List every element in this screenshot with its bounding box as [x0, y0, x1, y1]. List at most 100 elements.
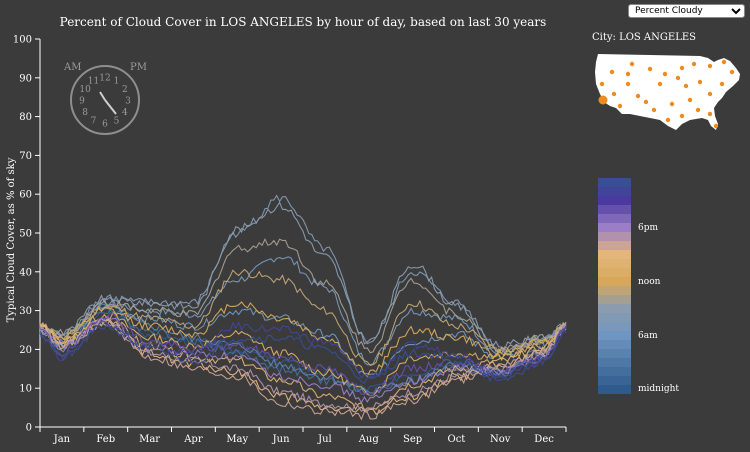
- legend-swatch: [598, 268, 631, 277]
- city-dot[interactable]: [729, 69, 735, 75]
- series-line-hour-11: [39, 268, 567, 367]
- svg-text:90: 90: [19, 73, 32, 84]
- city-dot[interactable]: [651, 107, 657, 113]
- city-dot[interactable]: [679, 65, 685, 71]
- city-dot[interactable]: [643, 99, 649, 105]
- svg-text:0: 0: [26, 423, 32, 434]
- clock-face: [70, 65, 140, 135]
- city-dot[interactable]: [599, 81, 605, 87]
- svg-text:30: 30: [19, 306, 32, 317]
- legend-swatch: [598, 367, 631, 376]
- legend-swatch: [598, 223, 631, 232]
- svg-text:Nov: Nov: [490, 434, 511, 445]
- x-tick-label: Jul: [317, 434, 332, 445]
- color-legend: 6pm noon 6am midnight: [598, 178, 679, 394]
- x-tick-label: Apr: [183, 434, 203, 445]
- city-dot[interactable]: [629, 61, 635, 67]
- legend-swatch: [598, 259, 631, 268]
- legend-swatch: [598, 295, 631, 304]
- city-dot[interactable]: [662, 71, 668, 77]
- legend-swatches: [598, 178, 631, 394]
- city-dot[interactable]: [713, 123, 719, 129]
- city-dot[interactable]: [647, 66, 653, 72]
- legend-swatch: [598, 385, 631, 394]
- svg-text:Feb: Feb: [96, 434, 115, 445]
- clock-number: 9: [79, 97, 85, 107]
- legend-label-6pm: 6pm: [638, 223, 658, 233]
- y-tick: 20: [19, 345, 40, 356]
- city-dot-selected[interactable]: [598, 95, 608, 105]
- series-line-hour-8: [39, 194, 567, 353]
- x-tick-label: Oct: [448, 434, 466, 445]
- city-dot[interactable]: [675, 75, 681, 81]
- city-dot[interactable]: [707, 63, 713, 69]
- svg-text:10: 10: [19, 384, 32, 395]
- main-chart: 0 10 20 30 40 50 60 70 80 90 100 Jan Feb Mar Apr May Ju…: [6, 35, 567, 445]
- city-label: City: LOS ANGELES: [592, 32, 696, 43]
- y-tick: 50: [19, 229, 40, 240]
- city-dot[interactable]: [669, 101, 675, 107]
- city-dot[interactable]: [617, 103, 623, 109]
- clock-hand-short: [99, 91, 106, 101]
- city-dot[interactable]: [721, 59, 727, 65]
- x-tick-label: Mar: [139, 434, 160, 445]
- clock-number: 2: [122, 85, 128, 95]
- clock-number: 10: [79, 85, 91, 95]
- city-dot[interactable]: [665, 117, 671, 123]
- clock-number: 1: [114, 77, 120, 87]
- y-tick: 70: [19, 151, 40, 162]
- series-line-hour-9: [39, 201, 567, 351]
- city-dot[interactable]: [609, 69, 615, 75]
- svg-text:70: 70: [19, 151, 32, 162]
- clock-pm-label: PM: [130, 62, 147, 73]
- city-dot[interactable]: [635, 93, 641, 99]
- legend-swatch: [598, 349, 631, 358]
- svg-text:40: 40: [19, 267, 32, 278]
- legend-swatch: [598, 313, 631, 322]
- legend-swatch: [598, 376, 631, 385]
- x-tick-label: Nov: [490, 434, 511, 445]
- legend-label-6am: 6am: [638, 331, 658, 341]
- series-line-hour-17: [39, 318, 567, 413]
- legend-swatch: [598, 178, 631, 187]
- svg-text:Jan: Jan: [53, 434, 71, 445]
- chart-title: Percent of Cloud Cover in LOS ANGELES by…: [59, 15, 547, 29]
- legend-swatch: [598, 277, 631, 286]
- svg-text:Oct: Oct: [448, 434, 466, 445]
- city-dot[interactable]: [611, 91, 617, 97]
- svg-text:Sep: Sep: [403, 434, 422, 445]
- x-axis: Jan Feb Mar Apr May Jun Jul Aug Sep Oct Nov Dec: [39, 426, 567, 445]
- city-dot[interactable]: [697, 79, 703, 85]
- city-dot[interactable]: [687, 97, 693, 103]
- y-axis: 0 10 20 30 40 50 60 70 80 90 100: [13, 35, 41, 434]
- city-dot[interactable]: [691, 61, 697, 67]
- legend-swatch: [598, 322, 631, 331]
- legend-swatch: [598, 232, 631, 241]
- legend-label-noon: noon: [638, 277, 661, 287]
- city-dots[interactable]: [598, 59, 735, 129]
- city-dot[interactable]: [625, 81, 631, 87]
- x-tick-label: Jun: [272, 434, 290, 445]
- city-dot[interactable]: [657, 81, 663, 87]
- y-tick: 90: [19, 73, 40, 84]
- legend-swatch: [598, 331, 631, 340]
- x-tick-label: Feb: [96, 434, 115, 445]
- metric-select[interactable]: Percent Cloudy: [628, 4, 745, 18]
- svg-text:50: 50: [19, 229, 32, 240]
- city-dot[interactable]: [707, 111, 713, 117]
- y-axis-label: Typical Cloud Cover, as % of sky: [6, 157, 17, 322]
- city-dot[interactable]: [707, 91, 713, 97]
- us-map[interactable]: [590, 44, 750, 144]
- legend-swatch: [598, 196, 631, 205]
- y-tick: 100: [13, 35, 40, 46]
- city-dot[interactable]: [679, 113, 685, 119]
- series-line-hour-20: [39, 312, 567, 397]
- city-dot[interactable]: [719, 81, 725, 87]
- svg-text:Jul: Jul: [317, 434, 332, 445]
- x-tick-label: Aug: [358, 434, 380, 445]
- city-dot[interactable]: [695, 107, 701, 113]
- x-tick-label: Sep: [403, 434, 422, 445]
- city-dot[interactable]: [683, 83, 689, 89]
- city-dot[interactable]: [625, 71, 631, 77]
